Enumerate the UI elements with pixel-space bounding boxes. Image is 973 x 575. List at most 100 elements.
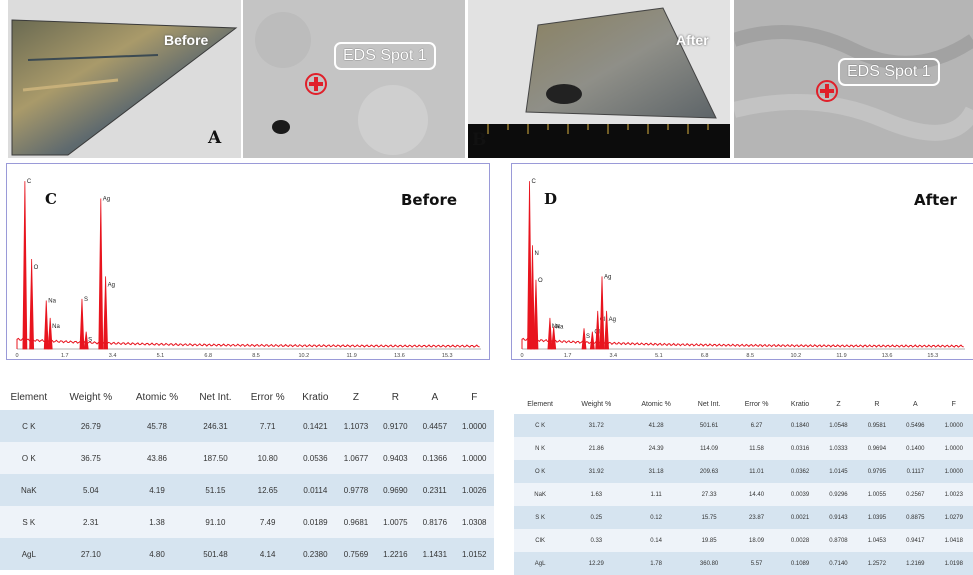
peak-label: S bbox=[586, 334, 590, 340]
x-tick-label: 5.1 bbox=[157, 353, 165, 359]
x-tick-label: 10.2 bbox=[298, 353, 309, 359]
table-row: N K 21.86 24.39 114.09 11.58 0.0316 1.0333 0.96… bbox=[514, 437, 973, 460]
sem-before-texture bbox=[243, 0, 465, 158]
x-tick-label: 11.9 bbox=[346, 353, 356, 359]
table-cell: 27.10 bbox=[57, 538, 125, 570]
table-cell: 24.39 bbox=[626, 437, 686, 460]
eds-spot-label: EDS Spot 1 bbox=[838, 58, 940, 86]
table-cell: 31.72 bbox=[566, 414, 627, 437]
table-cell: 1.2169 bbox=[896, 552, 935, 575]
table-cell: 23.87 bbox=[732, 506, 781, 529]
table-cell: 5.57 bbox=[732, 552, 781, 575]
table-cell: 1.38 bbox=[124, 506, 190, 538]
column-header: Weight % bbox=[57, 384, 125, 410]
eds-spot-label: EDS Spot 1 bbox=[334, 42, 436, 70]
peak-ag bbox=[98, 198, 104, 350]
table-cell: 0.2311 bbox=[415, 474, 455, 506]
table-row: O K 31.92 31.18 209.63 11.01 0.0362 1.0145 0.97… bbox=[514, 460, 973, 483]
table-cell: 0.1366 bbox=[415, 442, 455, 474]
panel-label-b: B bbox=[472, 130, 487, 150]
column-header: Z bbox=[819, 394, 858, 414]
sem-after-texture bbox=[734, 0, 973, 158]
panel-label-d: D bbox=[544, 190, 558, 208]
table-cell: 18.09 bbox=[732, 529, 781, 552]
table-cell: 0.9170 bbox=[375, 410, 416, 442]
table-cell: 1.2572 bbox=[857, 552, 897, 575]
peak-n bbox=[530, 245, 535, 350]
table-cell: 1.0000 bbox=[454, 442, 494, 474]
x-tick-label: 11.9 bbox=[836, 353, 846, 359]
table-row: ClK 0.33 0.14 19.85 18.09 0.0028 0.8708 1.0453 0… bbox=[514, 529, 973, 552]
table-cell: 21.86 bbox=[566, 437, 627, 460]
table-cell: 0.4457 bbox=[415, 410, 455, 442]
table-cell: 0.1421 bbox=[294, 410, 337, 442]
table-cell: 15.75 bbox=[685, 506, 733, 529]
table-cell: 0.0021 bbox=[780, 506, 820, 529]
table-row: S K 0.25 0.12 15.75 23.87 0.0021 0.9143 1.0395 0… bbox=[514, 506, 973, 529]
table-cell: 0.0189 bbox=[294, 506, 337, 538]
table-row: NaK 1.63 1.11 27.33 14.40 0.0039 0.9296 1.0055 0… bbox=[514, 483, 973, 506]
table-cell: AgL bbox=[0, 538, 58, 570]
peak-na bbox=[43, 300, 49, 350]
table-cell: 27.33 bbox=[685, 483, 733, 506]
table-cell: 7.71 bbox=[240, 410, 295, 442]
table-cell: 0.8708 bbox=[819, 529, 858, 552]
column-header: R bbox=[375, 384, 416, 410]
table-cell: 0.14 bbox=[626, 529, 686, 552]
table-cell: 0.9417 bbox=[896, 529, 935, 552]
table-cell: 0.9681 bbox=[336, 506, 376, 538]
table-cell: 0.1089 bbox=[780, 552, 820, 575]
panel-label-a: A bbox=[208, 128, 222, 148]
table-row: C K 31.72 41.28 501.61 6.27 0.1840 1.0548 0.958… bbox=[514, 414, 973, 437]
table-cell: 0.9296 bbox=[819, 483, 858, 506]
table-cell: 1.1431 bbox=[415, 538, 455, 570]
table-cell: 1.0308 bbox=[454, 506, 494, 538]
table-cell: 1.78 bbox=[626, 552, 686, 575]
table-cell: 0.0316 bbox=[780, 437, 820, 460]
table-cell: 6.27 bbox=[732, 414, 781, 437]
column-header: F bbox=[454, 384, 494, 410]
table-cell: 91.10 bbox=[189, 506, 241, 538]
table-cell: 0.0028 bbox=[780, 529, 820, 552]
peak-label: N bbox=[534, 251, 538, 257]
table-row: S K 2.31 1.38 91.10 7.49 0.0189 0.9681 1.0075 0.… bbox=[0, 506, 494, 538]
table-cell: NaK bbox=[514, 483, 567, 506]
photo-before-sample: Before A bbox=[8, 0, 241, 158]
spectrum-after-chart: CNONaNaSClClAgAg01.73.45.16.88.510.211.9… bbox=[520, 179, 965, 359]
peak-label: C bbox=[532, 179, 537, 185]
table-cell: 360.80 bbox=[685, 552, 733, 575]
table-cell: 0.5496 bbox=[896, 414, 935, 437]
table-cell: 45.78 bbox=[124, 410, 190, 442]
peak-na bbox=[547, 317, 553, 350]
table-cell: 51.15 bbox=[189, 474, 241, 506]
peak-label: Na bbox=[552, 324, 560, 330]
table-cell: S K bbox=[514, 506, 567, 529]
peak-label: Na bbox=[556, 325, 564, 331]
x-tick-label: 10.2 bbox=[790, 353, 801, 359]
x-tick-label: 5.1 bbox=[655, 353, 663, 359]
eds-table-after: Element Weight % Atomic % Net Int. Error % Kr… bbox=[514, 394, 973, 575]
peak-na bbox=[47, 317, 53, 350]
peak-label: C bbox=[27, 179, 32, 185]
table-header-row: Element Weight % Atomic % Net Int. Error % Kr… bbox=[0, 384, 494, 410]
table-cell: 1.1073 bbox=[336, 410, 376, 442]
column-header: A bbox=[896, 394, 935, 414]
column-header: Net Int. bbox=[189, 384, 241, 410]
x-tick-label: 15.3 bbox=[927, 353, 938, 359]
panel-label-c: C bbox=[45, 190, 57, 208]
table-cell: 501.48 bbox=[189, 538, 241, 570]
x-tick-label: 15.3 bbox=[442, 353, 453, 359]
x-tick-label: 1.7 bbox=[564, 353, 572, 359]
table-cell: 31.18 bbox=[626, 460, 686, 483]
x-tick-label: 1.7 bbox=[61, 353, 69, 359]
table-cell: 1.0395 bbox=[857, 506, 897, 529]
table-cell: 1.0198 bbox=[934, 552, 973, 575]
table-cell: 12.65 bbox=[240, 474, 295, 506]
table-cell: 1.0418 bbox=[934, 529, 973, 552]
table-cell: 187.50 bbox=[189, 442, 241, 474]
table-cell: ClK bbox=[514, 529, 567, 552]
photo-after-sample: After B bbox=[468, 0, 730, 158]
spectrum-after-title: After bbox=[914, 191, 957, 209]
table-cell: S K bbox=[0, 506, 58, 538]
peak-label: O bbox=[538, 278, 543, 284]
